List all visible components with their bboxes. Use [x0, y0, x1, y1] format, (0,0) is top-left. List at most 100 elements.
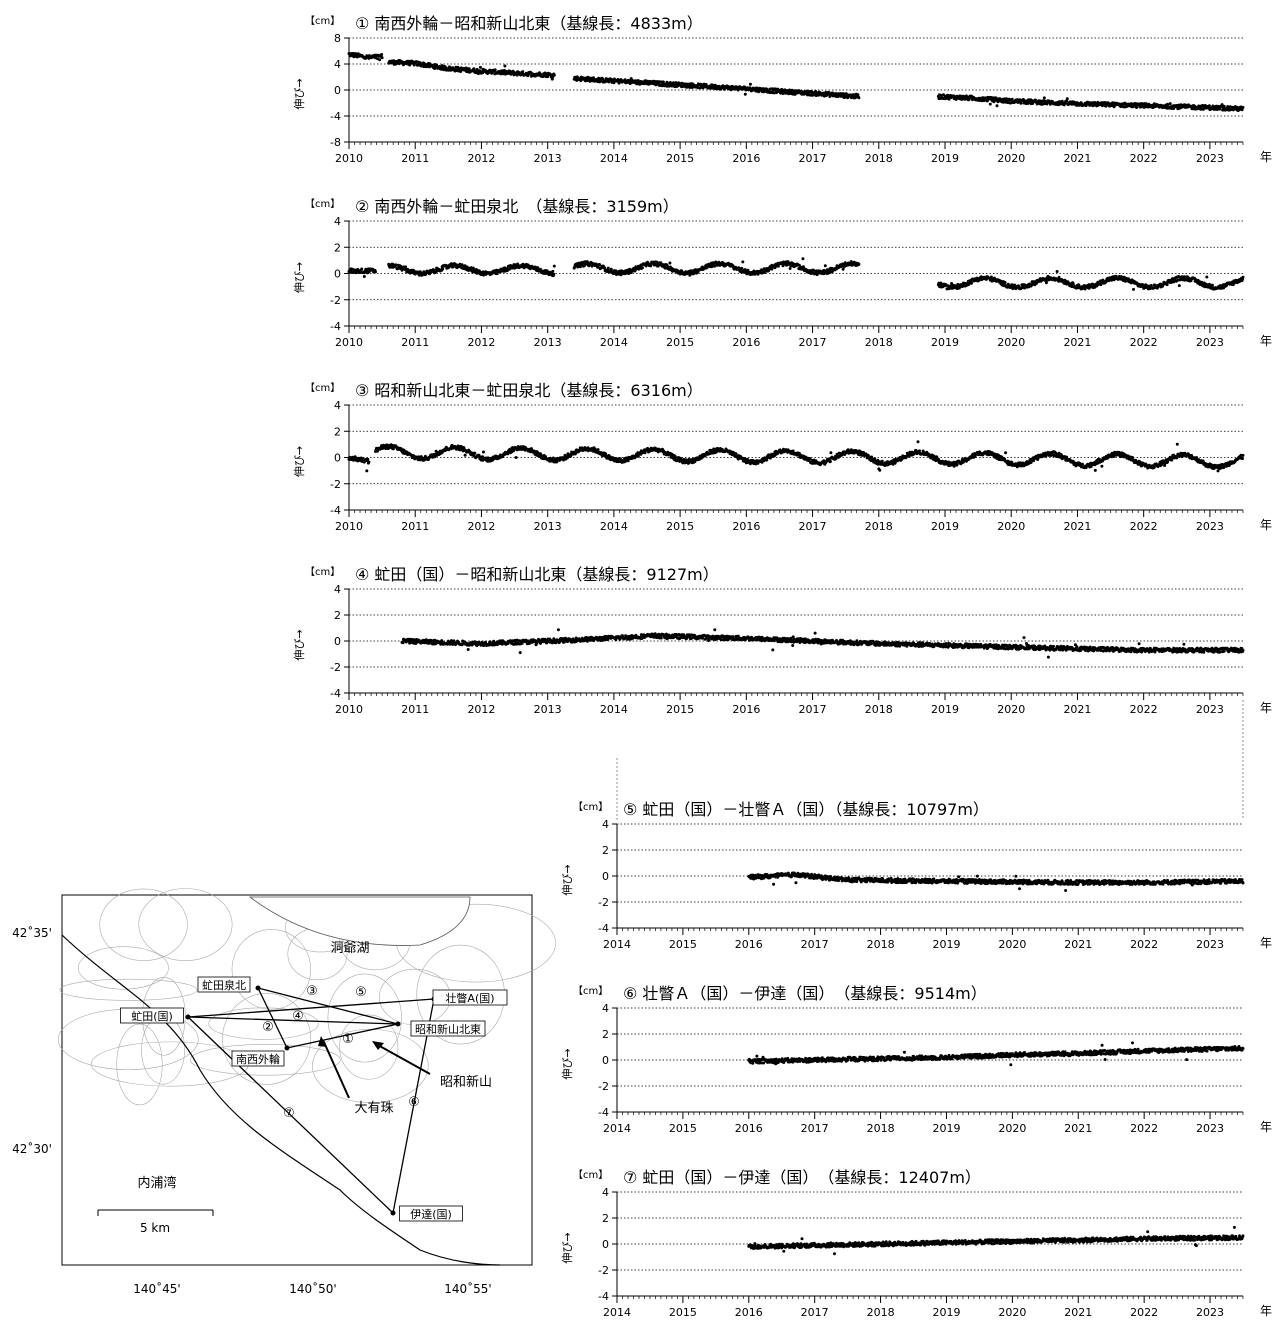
data-point: [1004, 451, 1008, 455]
data-point: [467, 67, 471, 71]
data-point: [514, 456, 518, 459]
y-tick-label: 0: [334, 84, 341, 97]
x-tick-label: 2018: [865, 336, 893, 349]
x-tick-label: 2015: [666, 336, 694, 349]
data-point: [1065, 97, 1069, 101]
data-point: [521, 70, 525, 74]
data-point: [433, 67, 437, 70]
data-point: [788, 267, 792, 270]
x-tick-label: 2018: [865, 152, 893, 165]
data-point: [1205, 275, 1209, 279]
data-point: [734, 452, 738, 456]
data-point: [503, 64, 507, 68]
data-point: [640, 266, 644, 270]
data-points: [347, 257, 1245, 291]
year-suffix: 年: [1260, 334, 1272, 348]
x-tick-label: 2012: [467, 152, 495, 165]
chart-1: 【cm】 ① 南西外輪－昭和新山北東（基線長：4833m） 8 4 0 -4 -8 伸び→ 20…: [293, 14, 1272, 165]
data-point: [552, 272, 556, 276]
data-point: [878, 468, 882, 472]
data-point: [828, 460, 832, 463]
unit-label: 【cm】: [305, 15, 340, 27]
data-points: [347, 52, 1245, 112]
data-point: [748, 82, 752, 86]
data-point: [612, 81, 616, 85]
data-point: [598, 263, 602, 267]
data-point: [366, 457, 370, 461]
x-tick-label: 2019: [931, 152, 959, 165]
data-point: [441, 267, 445, 271]
data-point: [1177, 275, 1181, 278]
data-point: [880, 459, 884, 463]
data-point: [551, 269, 555, 273]
y-tick-label: 2: [334, 425, 341, 438]
x-tick-label: 2016: [732, 152, 760, 165]
x-tick-label: 2010: [335, 152, 363, 165]
data-point: [481, 71, 484, 75]
data-point: [791, 449, 795, 453]
data-point: [1165, 283, 1169, 287]
data-point: [970, 281, 973, 285]
data-point: [374, 270, 377, 274]
data-point: [380, 53, 384, 56]
y-tick-label: 0: [334, 268, 341, 281]
data-point: [550, 77, 554, 81]
chart-3: 【cm】 ③ 昭和新山北東－虻田泉北（基線長：6316m） 4 2 0 -2 -4 伸び→ 20…: [293, 381, 1272, 533]
y-tick-label: -2: [330, 294, 341, 307]
data-point: [362, 275, 366, 278]
data-point: [1207, 104, 1211, 108]
x-tick-label: 2014: [600, 520, 628, 533]
x-tick-label: 2023: [1196, 152, 1224, 165]
x-tick-label: 2022: [1130, 336, 1158, 349]
x-tick-label: 2023: [1196, 520, 1224, 533]
x-tick-label: 2021: [1063, 152, 1091, 165]
y-tick-label: 4: [334, 58, 341, 71]
data-point: [842, 92, 846, 96]
x-tick-label: 2017: [799, 152, 827, 165]
x-tick-label: 2022: [1130, 520, 1158, 533]
y-tick-label: 8: [334, 32, 341, 45]
data-point: [918, 449, 921, 453]
x-tick-label: 2018: [865, 520, 893, 533]
data-point: [482, 450, 485, 454]
chart-2: 【cm】 ② 南西外輪－虻田泉北 （基線長：3159m） 4 2 0 -2 -4 伸び→ 201…: [293, 197, 1272, 349]
chart-title: ① 南西外輪－昭和新山北東（基線長：4833m）: [355, 14, 703, 33]
data-point: [722, 87, 726, 91]
data-point: [1168, 102, 1172, 106]
data-point: [478, 65, 482, 69]
data-point: [552, 264, 556, 268]
data-point: [596, 448, 600, 452]
y-tick-label: -8: [330, 136, 341, 149]
x-tick-label: 2011: [401, 152, 429, 165]
x-tick-label: 2023: [1196, 336, 1224, 349]
x-tick-label: 2010: [335, 336, 363, 349]
data-point: [988, 102, 992, 106]
x-tick-label: 2012: [467, 520, 495, 533]
x-tick-label: 2015: [666, 520, 694, 533]
data-point: [995, 104, 999, 108]
data-point: [378, 58, 382, 62]
year-suffix: 年: [1260, 518, 1272, 532]
x-tick-label: 2022: [1130, 152, 1158, 165]
x-tick-label: 2017: [799, 336, 827, 349]
y-tick-label: 4: [334, 399, 341, 412]
data-point: [1177, 284, 1181, 288]
x-tick-label: 2020: [997, 336, 1025, 349]
year-suffix: 年: [1260, 150, 1272, 164]
data-point: [1241, 275, 1245, 279]
x-tick-label: 2013: [534, 520, 562, 533]
data-point: [360, 267, 364, 271]
unit-label: 【cm】: [305, 198, 340, 210]
y-tick-label: -2: [330, 478, 341, 491]
data-point: [823, 264, 827, 268]
data-point: [1003, 281, 1007, 284]
y-axis-label: 伸び→: [293, 78, 306, 109]
x-tick-label: 2021: [1063, 520, 1091, 533]
data-point: [829, 451, 833, 455]
data-point: [741, 260, 745, 264]
y-axis-label: 伸び→: [293, 262, 306, 293]
y-tick-label: -4: [330, 320, 341, 333]
x-tick-label: 2016: [732, 520, 760, 533]
y-tick-label: 0: [334, 452, 341, 465]
data-point: [493, 68, 497, 72]
